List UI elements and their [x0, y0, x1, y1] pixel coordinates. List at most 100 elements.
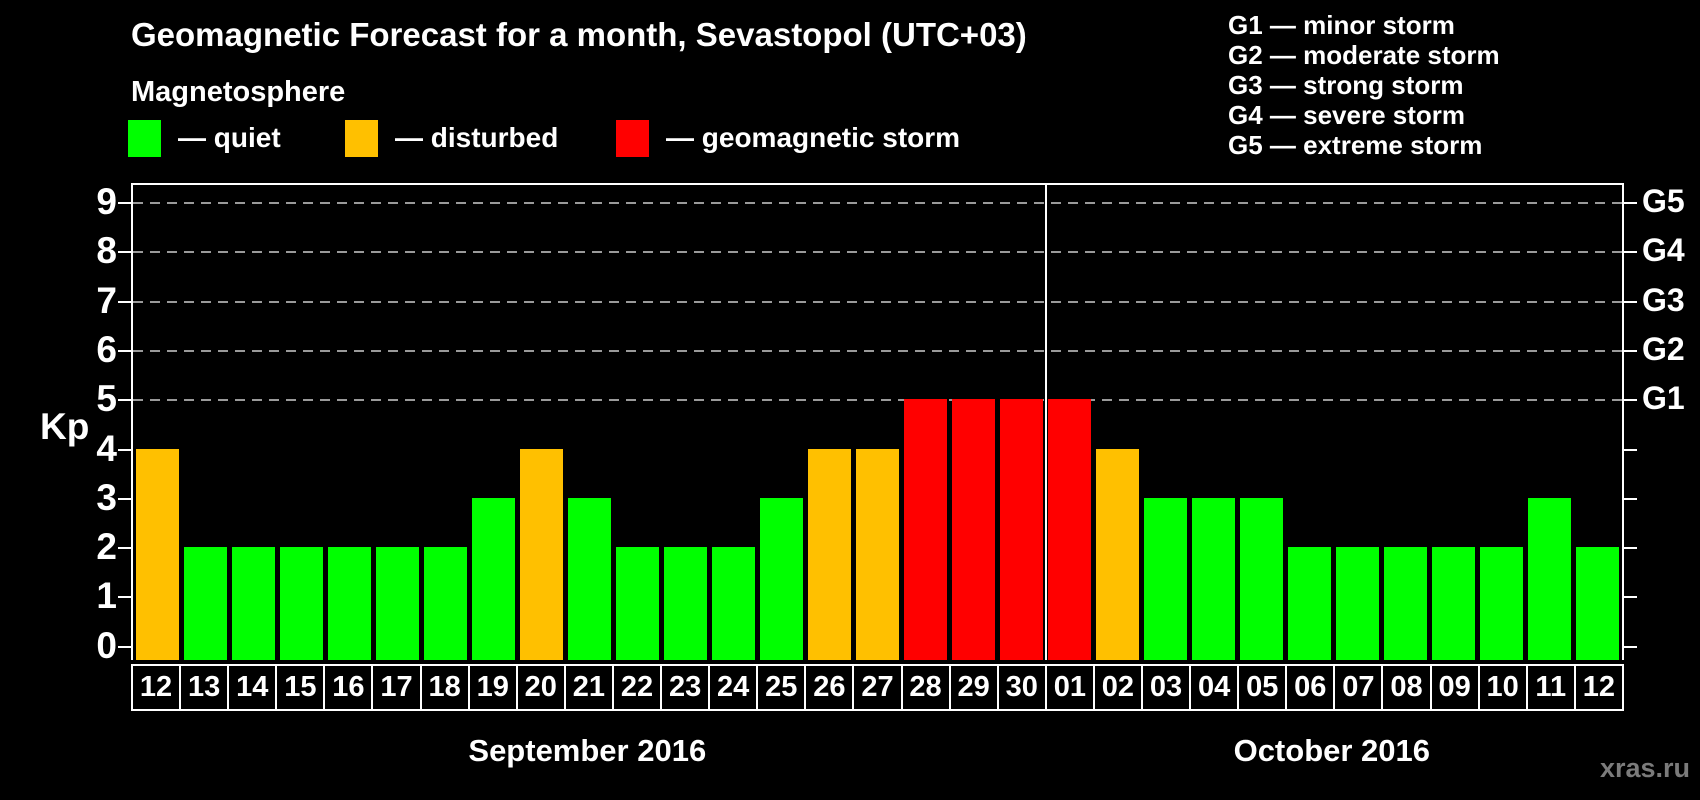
day-label: 11: [1525, 664, 1576, 711]
day-label: 06: [1285, 664, 1336, 711]
axis-tick: [1624, 251, 1637, 254]
day-label: 25: [756, 664, 807, 711]
kp-tick-label: 0: [96, 624, 117, 666]
kp-bar: [1144, 497, 1188, 660]
day-label: 01: [1044, 664, 1095, 711]
axis-tick: [118, 202, 131, 204]
day-label: 14: [227, 664, 278, 711]
kp-bar: [1240, 497, 1284, 660]
month-label: October 2016: [1233, 733, 1431, 768]
gridline-kp-5: [133, 399, 1622, 402]
kp-tick-label: 6: [96, 328, 117, 370]
g-axis-labels: G1 G2 G3 G4 G5: [1626, 183, 1700, 660]
legend-heading: Magnetosphere: [131, 76, 346, 108]
day-label: 12: [131, 664, 182, 711]
kp-tick-label: 2: [96, 526, 117, 568]
kp-tick-label: 5: [96, 378, 117, 420]
month-label: September 2016: [468, 733, 707, 768]
axis-tick: [118, 251, 131, 254]
day-label: 19: [467, 664, 518, 711]
day-label: 07: [1333, 664, 1384, 711]
axis-tick: [118, 596, 131, 599]
kp-bar: [663, 547, 707, 660]
day-label: 12: [1573, 664, 1624, 711]
storm-scale-g2: G2 — moderate storm: [1228, 40, 1500, 70]
day-label: 04: [1189, 664, 1240, 711]
kp-axis-title: Kp: [40, 406, 90, 447]
storm-scale-g5: G5 — extreme storm: [1228, 130, 1483, 160]
day-label: 26: [804, 664, 855, 711]
day-label: 08: [1381, 664, 1432, 711]
kp-bar: [855, 448, 899, 660]
day-label: 15: [275, 664, 326, 711]
kp-bar: [183, 547, 227, 660]
kp-bar: [1336, 547, 1380, 660]
kp-bar: [615, 547, 659, 660]
axis-tick: [1624, 547, 1637, 550]
kp-tick-label: 4: [96, 427, 117, 469]
day-label: 17: [371, 664, 422, 711]
quiet-color-swatch: [128, 119, 161, 157]
axis-tick: [1624, 497, 1637, 500]
storm-scale-legend: G1 — minor storm G2 — moderate storm G3 …: [1228, 10, 1500, 160]
kp-tick-label: 3: [96, 476, 117, 518]
day-label: 05: [1237, 664, 1288, 711]
day-label: 24: [708, 664, 759, 711]
kp-bar: [1384, 547, 1428, 660]
day-label: 20: [515, 664, 566, 711]
kp-bar: [1048, 399, 1092, 660]
day-label: 02: [1092, 664, 1143, 711]
kp-bar: [1288, 547, 1332, 660]
day-label: 10: [1477, 664, 1528, 711]
legend-item-storm: — geomagnetic storm: [616, 118, 960, 158]
month-axis: September 2016 October 2016: [131, 733, 1624, 773]
kp-bar: [375, 547, 419, 660]
legend-item-label: — disturbed: [395, 122, 559, 153]
day-label: 23: [660, 664, 711, 711]
axis-tick: [1624, 399, 1637, 402]
kp-bar: [1096, 448, 1140, 660]
gridline-kp-8: [133, 251, 1622, 254]
axis-tick: [1624, 349, 1637, 352]
storm-color-swatch: [616, 119, 649, 157]
axis-tick: [1624, 645, 1637, 648]
kp-bar: [904, 399, 948, 660]
day-label: 09: [1429, 664, 1480, 711]
legend-item-quiet: — quiet: [128, 118, 281, 158]
day-label: 22: [611, 664, 663, 711]
axis-tick: [118, 645, 131, 648]
kp-axis-labels: 0 1 2 3 4 5 6 7 8 9: [0, 181, 117, 666]
month-divider-line: [1044, 185, 1047, 660]
axis-tick: [1624, 448, 1637, 451]
plot-area: [118, 183, 1637, 660]
legend-item-label: — geomagnetic storm: [666, 122, 961, 153]
gridline-kp-6: [133, 349, 1622, 352]
kp-bar: [327, 547, 371, 660]
axis-tick: [118, 547, 131, 550]
day-label: 18: [419, 664, 470, 711]
g-tick-label: G3: [1642, 281, 1685, 318]
day-label: 28: [900, 664, 951, 711]
kp-bar: [1000, 399, 1044, 660]
chart-title: Geomagnetic Forecast for a month, Sevast…: [131, 16, 1027, 53]
kp-tick-label: 8: [96, 230, 117, 272]
kp-bar: [471, 497, 515, 660]
day-label: 13: [179, 664, 230, 711]
kp-bar: [1528, 497, 1572, 660]
g-tick-label: G2: [1642, 330, 1685, 367]
kp-tick-label: 1: [96, 575, 117, 617]
day-label: 30: [996, 664, 1047, 711]
day-axis: 12 13 14 15 16 17 18 19 20 21 22 23 24 25 26 27 28 29 30 01…: [131, 664, 1624, 711]
axis-tick: [118, 448, 131, 451]
kp-bar: [711, 547, 755, 660]
kp-bar: [1576, 547, 1620, 660]
storm-scale-g3: G3 — strong storm: [1228, 70, 1464, 100]
kp-bar: [567, 497, 611, 660]
axis-tick: [1624, 596, 1637, 599]
axis-tick: [118, 399, 131, 402]
kp-bar: [423, 547, 467, 660]
day-label: 27: [852, 664, 903, 711]
legend-item-label: — quiet: [178, 122, 281, 153]
disturbed-color-swatch: [345, 119, 378, 157]
